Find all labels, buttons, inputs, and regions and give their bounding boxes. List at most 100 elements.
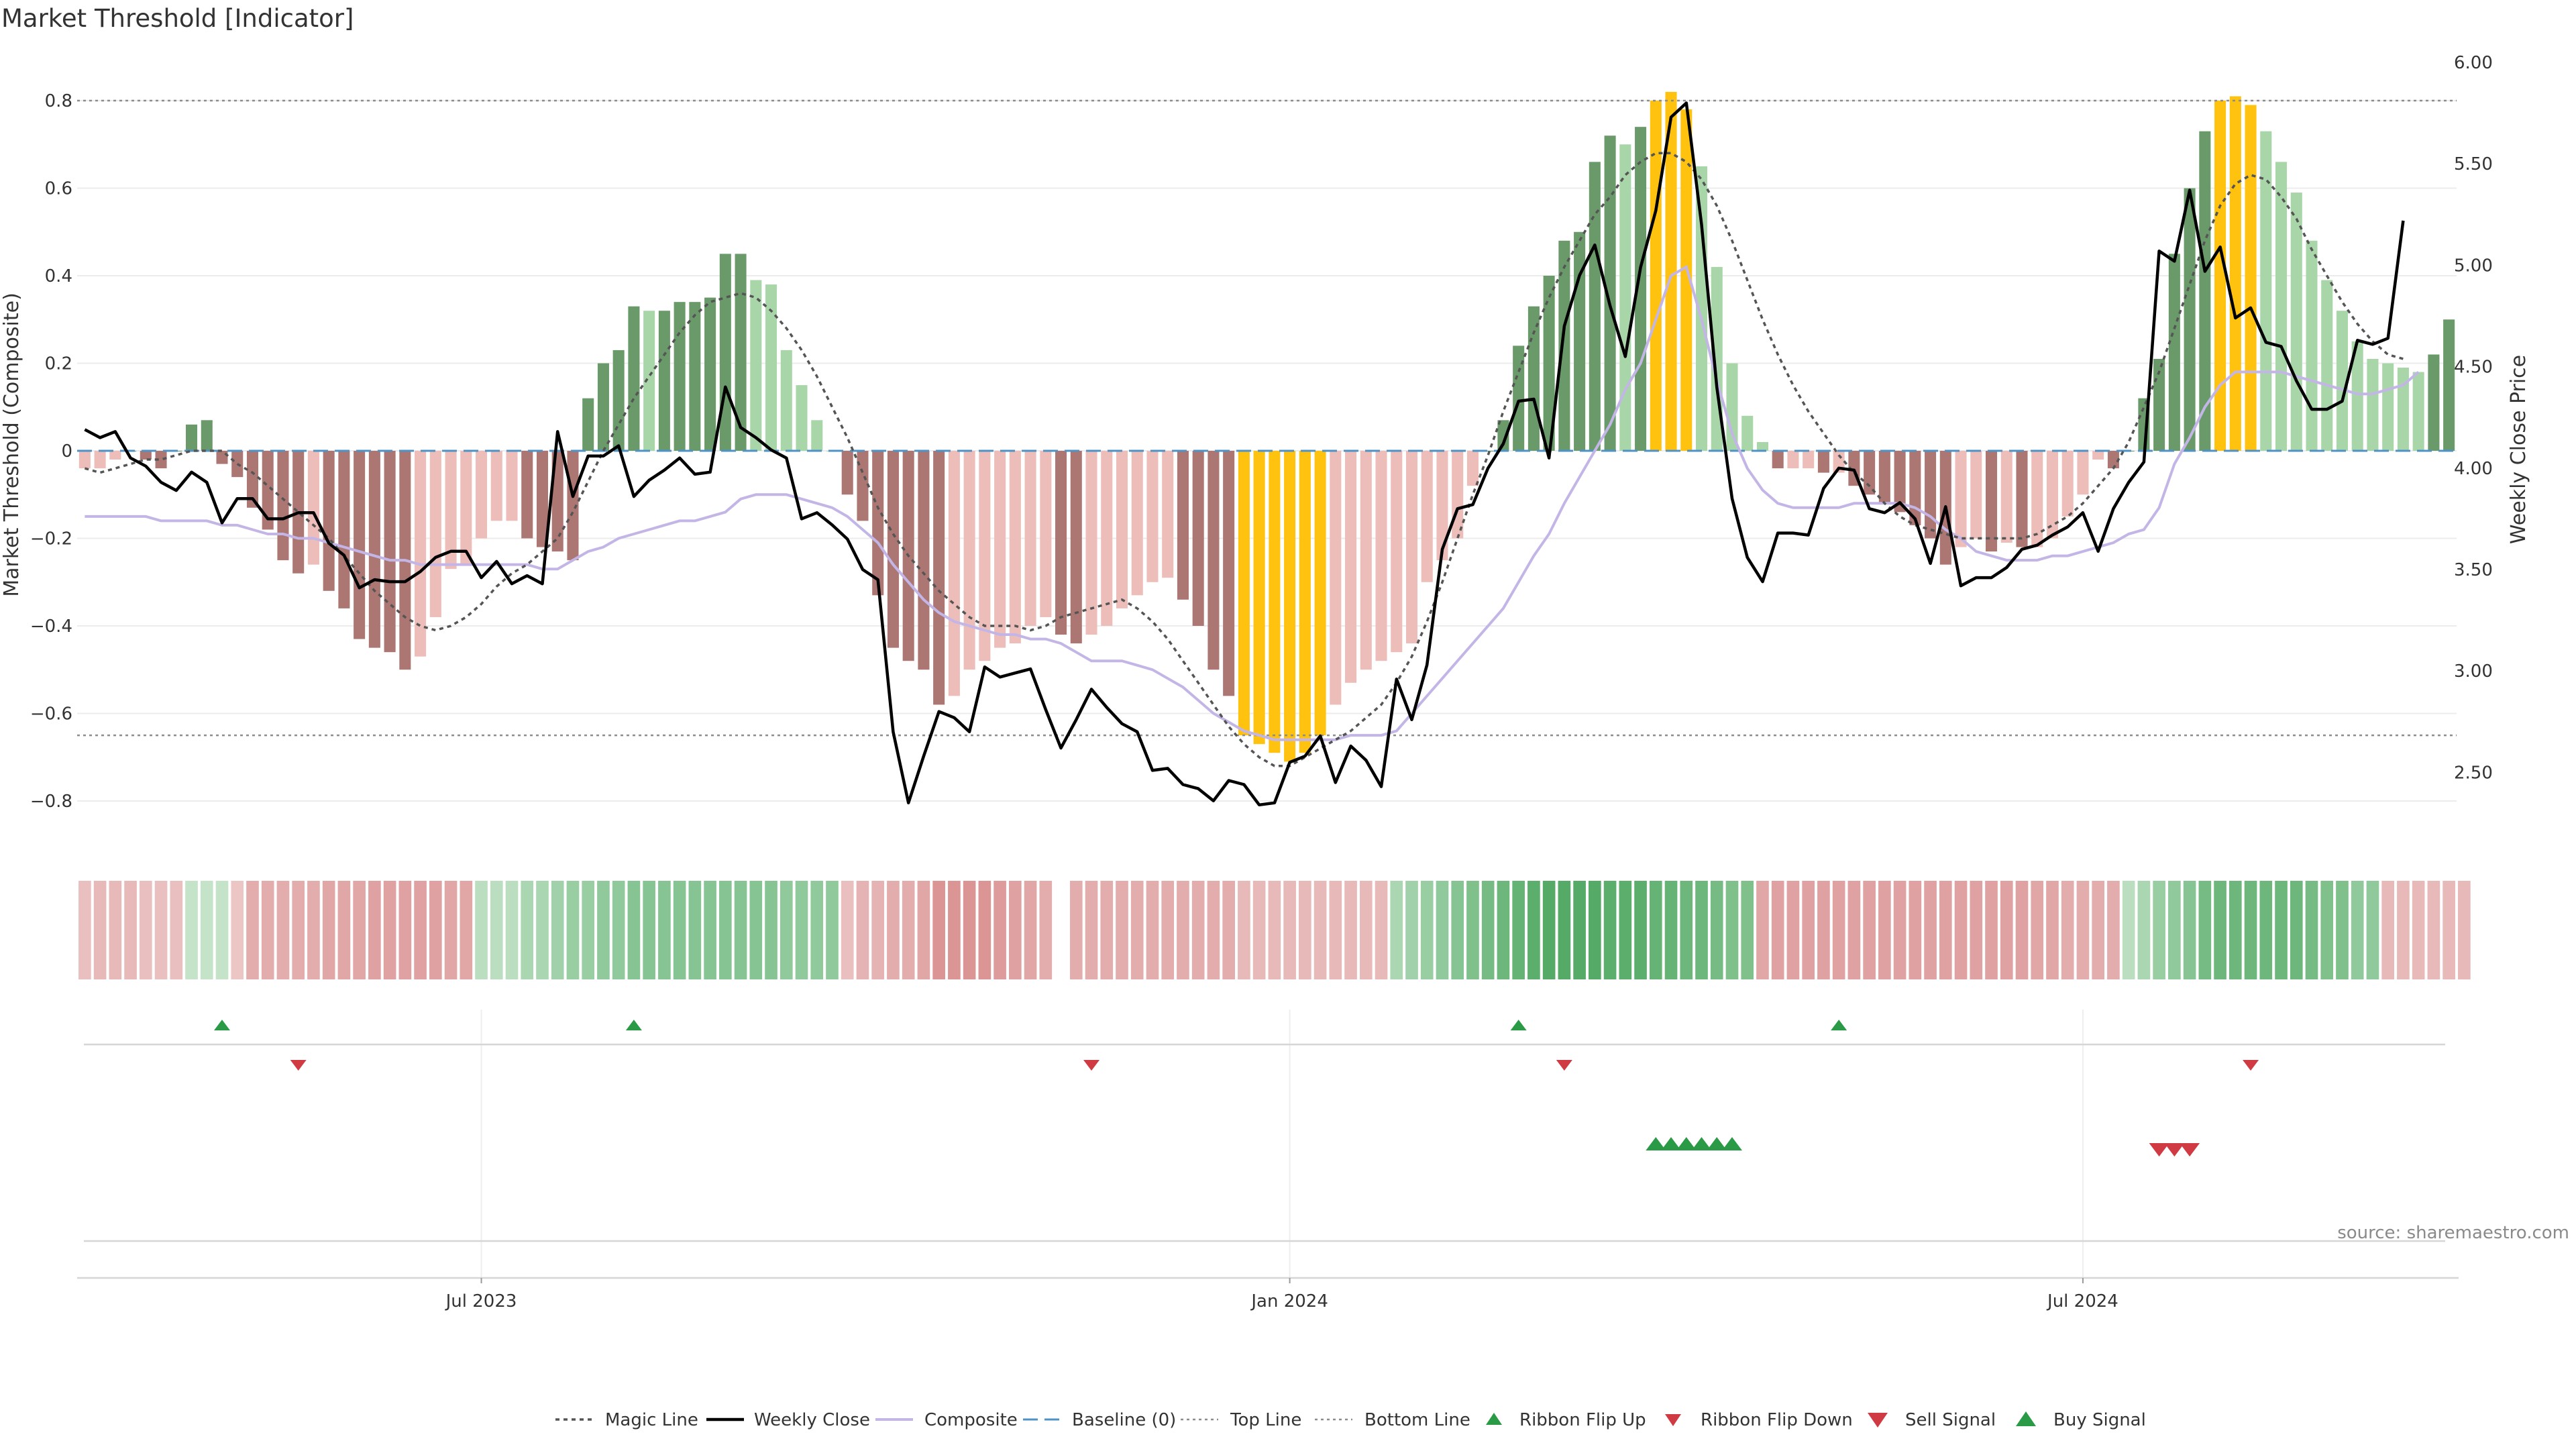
left-tick-label: −0.8: [30, 792, 72, 812]
composite-bar: [2321, 280, 2333, 451]
composite-bar: [307, 451, 319, 565]
composite-bar: [796, 385, 808, 451]
ribbon-cell: [444, 881, 458, 979]
composite-bar: [551, 451, 564, 552]
composite-bar: [1055, 451, 1067, 635]
composite-bar: [1421, 451, 1433, 582]
composite-bar: [2016, 451, 2028, 547]
ribbon-cell: [902, 881, 915, 979]
composite-bar: [2229, 96, 2241, 451]
ribbon-cell: [1970, 881, 1983, 979]
x-tick-label: Jul 2024: [2046, 1291, 2118, 1311]
ribbon-flip-down-marker: [2243, 1060, 2259, 1071]
ribbon-cell: [276, 881, 290, 979]
ribbon-cell: [1589, 881, 1601, 979]
ribbon-cell: [2397, 881, 2410, 979]
composite-bar: [1513, 345, 1525, 451]
ribbon-cell: [1252, 881, 1266, 979]
right-axis-label: Weekly Close Price: [2507, 355, 2530, 544]
ribbon-cell: [566, 881, 580, 979]
ribbon-cell: [1207, 881, 1220, 979]
ribbon-cell: [765, 881, 777, 979]
composite-bar: [1665, 91, 1677, 451]
composite-bar: [2168, 254, 2180, 451]
ribbon-cell: [1039, 881, 1053, 979]
composite-bar: [857, 451, 869, 521]
ribbon-cell: [1634, 881, 1647, 979]
ribbon-cell: [1512, 881, 1525, 979]
composite-bar: [2412, 372, 2424, 451]
left-tick-label: −0.6: [30, 704, 72, 724]
composite-bar: [2428, 354, 2440, 451]
composite-bar: [674, 302, 686, 451]
ribbon-cell: [551, 881, 564, 979]
ribbon-cell: [1238, 881, 1250, 979]
left-tick-label: −0.2: [30, 529, 72, 549]
legend-label: Sell Signal: [1905, 1410, 1996, 1430]
ribbon-cell: [612, 881, 625, 979]
buy-signal-marker: [1691, 1137, 1712, 1150]
legend-swatch: [2016, 1411, 2036, 1426]
ribbon-cell: [1436, 881, 1449, 979]
composite-bar: [704, 297, 716, 451]
composite-bar: [1985, 451, 1998, 552]
composite-bar: [643, 311, 655, 451]
ribbon-cell: [231, 881, 244, 979]
ribbon-cell: [200, 881, 213, 979]
composite-bar: [415, 451, 427, 657]
ribbon-cell: [1116, 881, 1128, 979]
composite-bar: [1192, 451, 1204, 626]
ribbon-cell: [2427, 881, 2440, 979]
ribbon-cell: [1344, 881, 1357, 979]
composite-bar: [140, 451, 152, 460]
ribbon-cell: [1573, 881, 1586, 979]
series-lines: [84, 101, 2420, 807]
left-tick-label: 0.8: [45, 91, 72, 111]
composite-bar: [1452, 451, 1464, 539]
legend-item-baseline: Baseline (0): [1023, 1410, 1176, 1430]
legend-swatch: [1486, 1413, 1502, 1425]
ribbon-cell: [1909, 881, 1922, 979]
composite-bar: [1772, 451, 1784, 469]
x-tick-label: Jul 2023: [445, 1291, 517, 1311]
legend-label: Composite: [924, 1410, 1018, 1430]
composite-bar: [1680, 109, 1693, 451]
composite-bar: [2184, 188, 2196, 451]
x-tick-label: Jan 2024: [1250, 1291, 1328, 1311]
composite-bar: [1101, 451, 1113, 626]
composite-bar: [689, 302, 701, 451]
left-tick-label: −0.4: [30, 616, 72, 637]
ribbon-cell: [1329, 881, 1342, 979]
composite-bar: [1817, 451, 1829, 473]
composite-bar: [1726, 363, 1738, 451]
sell-signal-marker: [2149, 1143, 2169, 1157]
composite-bar: [1208, 451, 1220, 670]
ribbon-cell: [780, 881, 793, 979]
legend-label: Ribbon Flip Up: [1519, 1410, 1646, 1430]
composite-bar: [1116, 451, 1128, 608]
legend-label: Top Line: [1230, 1410, 1301, 1430]
legend-label: Ribbon Flip Down: [1701, 1410, 1853, 1430]
ribbon-cell: [1130, 881, 1144, 979]
right-tick-label: 2.50: [2454, 763, 2493, 783]
ribbon-cell: [307, 881, 320, 979]
ribbon-cell: [810, 881, 824, 979]
legend-label: Buy Signal: [2053, 1410, 2146, 1430]
ribbon-flip-panel: [84, 1010, 2445, 1110]
ribbon-cell: [215, 881, 229, 979]
left-tick-label: 0: [61, 441, 72, 462]
composite-bar: [354, 451, 366, 639]
ribbon-cell: [368, 881, 381, 979]
ribbon-cell: [1863, 881, 1876, 979]
composite-bar: [582, 398, 594, 451]
composite-bar: [109, 451, 121, 460]
ribbon-cell: [1619, 881, 1632, 979]
composite-bar: [750, 280, 762, 451]
composite-bar: [2031, 451, 2043, 547]
ribbon-cell: [1222, 881, 1235, 979]
ribbon-cell: [292, 881, 305, 979]
ribbon-cell: [734, 881, 747, 979]
ribbon-cell: [2275, 881, 2288, 979]
composite-bar: [2306, 240, 2318, 451]
ribbon-cell: [1817, 881, 1830, 979]
